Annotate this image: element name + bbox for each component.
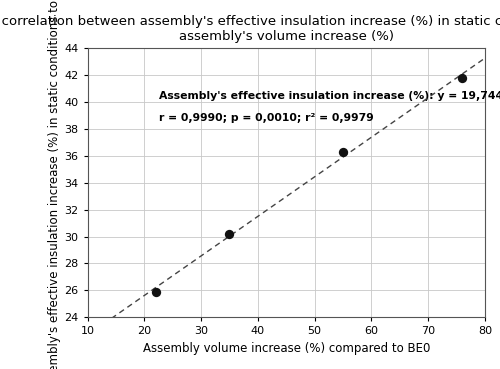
Point [458, 75, 466, 80]
Title: Linear correlation between assembly's effective insulation increase (%) in stati: Linear correlation between assembly's ef… [0, 15, 500, 43]
Point [152, 289, 160, 295]
Point [226, 231, 234, 237]
Y-axis label: Assembly's effective insulation increase (%) in static conditions to BE0: Assembly's effective insulation increase… [48, 0, 62, 369]
Text: Assembly's effective insulation increase (%): y = 19,7448+0,2938*x: Assembly's effective insulation increase… [159, 92, 500, 101]
X-axis label: Assembly volume increase (%) compared to BE0: Assembly volume increase (%) compared to… [142, 342, 430, 355]
Text: r = 0,9990; p = 0,0010; r² = 0,9979: r = 0,9990; p = 0,0010; r² = 0,9979 [159, 113, 374, 123]
Point [339, 149, 347, 155]
